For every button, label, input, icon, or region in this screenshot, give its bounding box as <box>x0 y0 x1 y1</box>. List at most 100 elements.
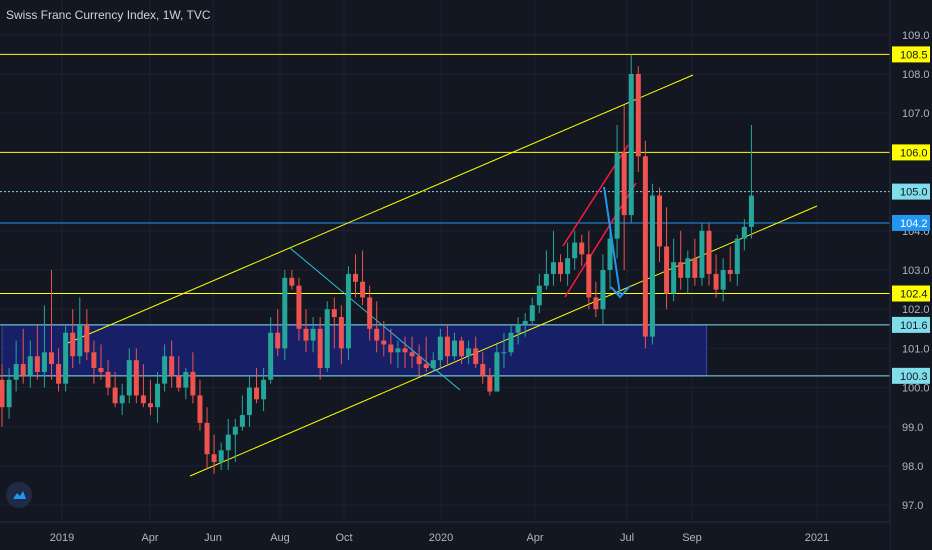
candle-body[interactable] <box>572 242 578 259</box>
candle-body[interactable] <box>105 371 111 388</box>
candle-body[interactable] <box>324 309 330 368</box>
candle-body[interactable] <box>0 379 5 408</box>
candle-body[interactable] <box>310 328 316 341</box>
candle-body[interactable] <box>748 195 754 227</box>
candle-body[interactable] <box>296 285 302 329</box>
candle-body[interactable] <box>685 258 691 278</box>
candle-body[interactable] <box>41 352 47 372</box>
candle-body[interactable] <box>91 352 97 368</box>
candle-body[interactable] <box>466 348 472 357</box>
candle-body[interactable] <box>558 262 564 274</box>
candle-body[interactable] <box>430 360 436 368</box>
candle-body[interactable] <box>77 324 83 357</box>
candle-body[interactable] <box>246 387 252 416</box>
candle-body[interactable] <box>218 450 224 463</box>
candle-body[interactable] <box>635 74 641 157</box>
projection-arrow-line[interactable] <box>603 186 621 295</box>
candle-body[interactable] <box>34 356 40 372</box>
candle-body[interactable] <box>586 254 592 298</box>
candle-body[interactable] <box>183 371 189 388</box>
candle-body[interactable] <box>614 152 620 239</box>
candle-body[interactable] <box>494 352 500 392</box>
candle-body[interactable] <box>13 364 19 380</box>
candle-body[interactable] <box>642 156 648 337</box>
candle-body[interactable] <box>657 195 663 247</box>
candle-body[interactable] <box>133 360 139 396</box>
candle-body[interactable] <box>381 340 387 345</box>
candle-body[interactable] <box>360 281 366 298</box>
candle-body[interactable] <box>275 332 281 349</box>
candle-body[interactable] <box>720 270 726 290</box>
candle-body[interactable] <box>692 258 698 278</box>
support-zone[interactable] <box>1 324 708 377</box>
candle-body[interactable] <box>529 305 535 321</box>
candle-body[interactable] <box>162 356 168 384</box>
candle-body[interactable] <box>70 332 76 357</box>
candle-body[interactable] <box>232 426 238 435</box>
candle-body[interactable] <box>303 328 309 341</box>
candle-body[interactable] <box>331 309 337 318</box>
candle-body[interactable] <box>515 324 521 333</box>
candle-body[interactable] <box>289 277 295 286</box>
candle-body[interactable] <box>437 336 443 361</box>
candle-body[interactable] <box>409 352 415 357</box>
candle-body[interactable] <box>56 364 62 384</box>
candle-body[interactable] <box>140 395 146 404</box>
candle-body[interactable] <box>211 454 217 463</box>
candle-body[interactable] <box>713 273 719 290</box>
candle-body[interactable] <box>338 317 344 349</box>
candle-body[interactable] <box>501 352 507 354</box>
candle-body[interactable] <box>268 332 274 380</box>
candle-body[interactable] <box>522 320 528 325</box>
candle-body[interactable] <box>197 395 203 423</box>
candle-body[interactable] <box>706 230 712 274</box>
candle-body[interactable] <box>444 336 450 357</box>
candle-body[interactable] <box>395 348 401 353</box>
candle-body[interactable] <box>345 273 351 349</box>
candle-body[interactable] <box>225 434 231 451</box>
candle-body[interactable] <box>451 340 457 357</box>
tradingview-logo[interactable] <box>6 482 32 508</box>
candle-body[interactable] <box>727 270 733 274</box>
candle-body[interactable] <box>699 230 705 278</box>
candle-body[interactable] <box>388 344 394 353</box>
candle-body[interactable] <box>649 195 655 337</box>
candle-body[interactable] <box>282 277 288 349</box>
candle-body[interactable] <box>550 262 556 274</box>
candle-body[interactable] <box>48 352 54 365</box>
candle-body[interactable] <box>367 297 373 329</box>
candle-body[interactable] <box>678 262 684 278</box>
candle-body[interactable] <box>741 226 747 239</box>
candle-body[interactable] <box>607 238 613 270</box>
candle-body[interactable] <box>261 379 267 400</box>
candle-body[interactable] <box>353 273 358 282</box>
candle-body[interactable] <box>664 246 670 294</box>
candle-body[interactable] <box>508 332 514 353</box>
candle-body[interactable] <box>119 395 125 404</box>
candle-body[interactable] <box>593 297 599 310</box>
candle-body[interactable] <box>480 364 486 376</box>
candle-body[interactable] <box>204 422 210 455</box>
candle-body[interactable] <box>190 371 196 396</box>
candle-body[interactable] <box>423 364 429 368</box>
candle-body[interactable] <box>169 356 175 376</box>
candle-body[interactable] <box>671 262 677 294</box>
candle-body[interactable] <box>374 328 380 341</box>
candle-body[interactable] <box>176 375 182 388</box>
candle-body[interactable] <box>536 285 542 306</box>
candle-body[interactable] <box>473 348 479 365</box>
candle-body[interactable] <box>126 360 132 396</box>
candle-body[interactable] <box>579 242 585 255</box>
candle-body[interactable] <box>155 383 161 408</box>
candle-body[interactable] <box>600 270 606 310</box>
candle-body[interactable] <box>402 348 408 353</box>
candle-body[interactable] <box>63 332 69 384</box>
candle-body[interactable] <box>565 258 571 274</box>
candle-body[interactable] <box>416 356 422 365</box>
candle-body[interactable] <box>254 387 260 400</box>
candle-body[interactable] <box>543 273 549 286</box>
candle-body[interactable] <box>734 238 740 274</box>
candle-body[interactable] <box>317 328 323 368</box>
candle-body[interactable] <box>20 364 26 376</box>
candle-body[interactable] <box>621 152 627 216</box>
